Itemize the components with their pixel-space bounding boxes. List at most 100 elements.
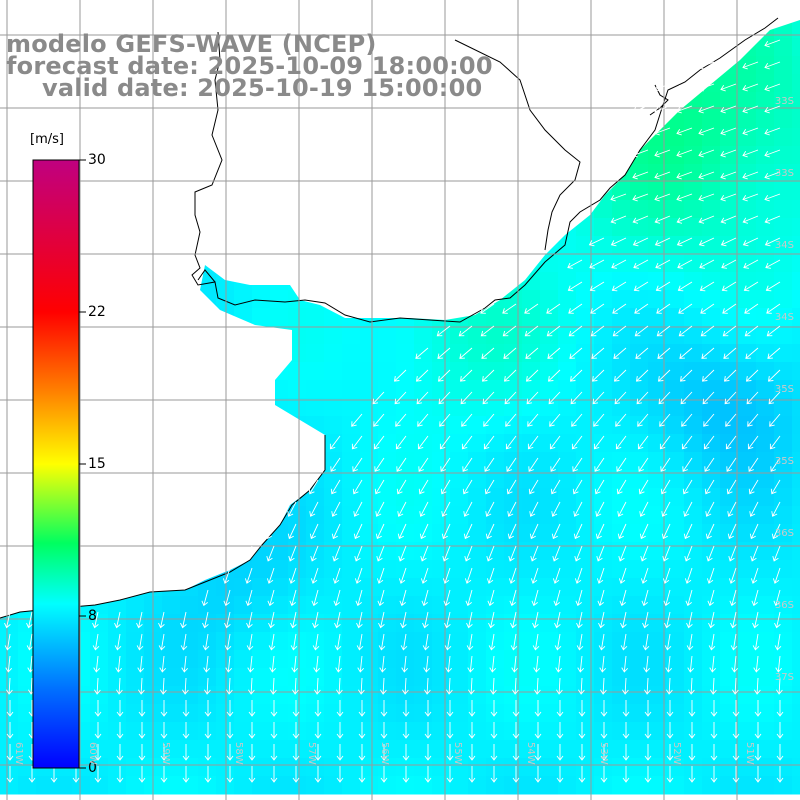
wind-speed-cell <box>738 686 757 705</box>
wind-speed-cell <box>702 344 721 363</box>
wind-speed-cell <box>90 632 109 651</box>
wind-speed-cell <box>558 326 577 345</box>
wind-speed-cell <box>684 524 703 543</box>
wind-arrow <box>730 633 738 651</box>
wind-speed-cell <box>108 704 127 723</box>
wind-speed-cell <box>432 506 451 525</box>
wind-arrow <box>576 611 583 629</box>
wind-arrow <box>698 215 715 224</box>
wind-speed-cell <box>306 668 325 687</box>
wind-arrow <box>336 766 344 783</box>
wind-arrow <box>611 281 627 292</box>
wind-speed-cell <box>558 236 577 255</box>
wind-arrow <box>637 413 649 427</box>
wind-speed-cell <box>432 326 451 345</box>
wind-arrow <box>525 347 539 359</box>
wind-speed-cell <box>216 776 235 795</box>
wind-arrow <box>723 369 737 382</box>
wind-speed-cell <box>684 272 703 291</box>
wind-speed-cell <box>684 686 703 705</box>
wind-speed-cell <box>594 722 613 741</box>
wind-speed-cell <box>792 344 800 363</box>
wind-arrow <box>684 567 693 584</box>
wind-arrow <box>402 766 410 783</box>
wind-speed-cell <box>288 650 307 669</box>
wind-speed-cell <box>486 578 505 597</box>
wind-speed-cell <box>702 596 721 615</box>
wind-speed-cell <box>504 650 523 669</box>
wind-arrow <box>529 501 539 517</box>
wind-arrow <box>310 567 319 584</box>
wind-arrow <box>556 766 564 783</box>
wind-speed-cell <box>36 776 55 795</box>
wind-speed-cell <box>450 668 469 687</box>
wind-speed-cell <box>756 488 775 507</box>
wind-speed-cell <box>72 776 91 795</box>
wind-speed-cell <box>468 326 487 345</box>
wind-speed-cell <box>774 146 793 165</box>
wind-speed-cell <box>576 326 595 345</box>
wind-speed-cell <box>90 686 109 705</box>
wind-speed-cell <box>360 650 379 669</box>
wind-speed-cell <box>486 704 505 723</box>
wind-speed-cell <box>702 362 721 381</box>
wind-speed-cell <box>594 758 613 777</box>
wind-speed-cell <box>180 596 199 615</box>
wind-speed-cell <box>342 362 361 381</box>
wind-speed-cell <box>774 434 793 453</box>
wind-arrow <box>730 611 737 629</box>
wind-speed-cell <box>324 344 343 363</box>
land-area <box>0 0 800 618</box>
wind-arrow <box>505 435 517 450</box>
wind-speed-cell <box>378 488 397 507</box>
wind-speed-cell <box>234 722 253 741</box>
wind-arrow <box>420 567 429 584</box>
wind-speed-cell <box>612 560 631 579</box>
wind-speed-cell <box>414 740 433 759</box>
wind-speed-cell <box>756 452 775 471</box>
wind-arrow <box>679 369 693 382</box>
wind-speed-cell <box>108 650 127 669</box>
wind-arrow <box>415 347 429 359</box>
wind-speed-cell <box>648 722 667 741</box>
wind-speed-cell <box>504 398 523 417</box>
wind-speed-cell <box>558 542 577 561</box>
wind-speed-cell <box>432 596 451 615</box>
wind-speed-cell <box>702 308 721 327</box>
wind-arrow <box>527 435 539 450</box>
wind-speed-cell <box>540 488 559 507</box>
wind-speed-cell <box>108 740 127 759</box>
wind-arrow <box>615 435 627 450</box>
wind-arrow <box>676 61 693 70</box>
wind-speed-cell <box>612 398 631 417</box>
wind-arrow <box>776 677 783 695</box>
wind-arrow <box>160 677 167 695</box>
wind-arrow <box>742 127 759 136</box>
wind-speed-cell <box>522 758 541 777</box>
wind-speed-cell <box>378 596 397 615</box>
wind-arrow <box>572 479 583 495</box>
wind-arrow <box>509 589 517 607</box>
wind-speed-cell <box>18 650 37 669</box>
wind-speed-cell <box>612 434 631 453</box>
wind-arrow <box>336 744 344 761</box>
wind-speed-cell <box>432 362 451 381</box>
wind-speed-cell <box>720 452 739 471</box>
wind-speed-cell <box>288 506 307 525</box>
wind-speed-cell <box>360 434 379 453</box>
wind-arrow <box>764 61 781 70</box>
wind-arrow <box>686 611 693 629</box>
colorbar <box>32 159 86 769</box>
wind-speed-cell <box>720 740 739 759</box>
wind-speed-cell <box>720 398 739 417</box>
wind-arrow <box>354 545 363 562</box>
wind-speed-cell <box>414 560 433 579</box>
wind-speed-cell <box>576 560 595 579</box>
wind-arrow <box>248 677 255 695</box>
wind-speed-cell <box>756 56 775 75</box>
wind-speed-cell <box>432 488 451 507</box>
wind-speed-cell <box>756 38 775 57</box>
wind-speed-cell <box>720 596 739 615</box>
wind-arrow <box>532 633 540 651</box>
